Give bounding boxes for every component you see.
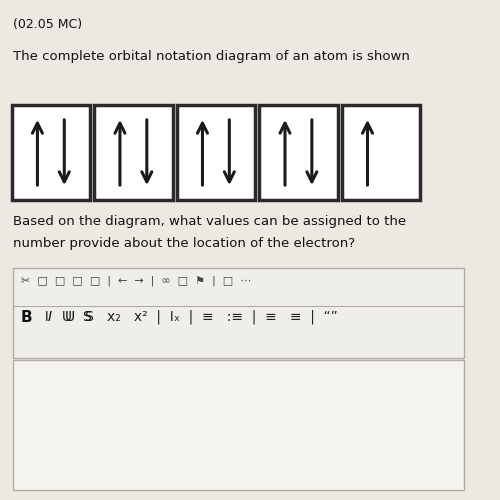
Bar [259, 105, 338, 200]
Text: Based on the diagram, what values can be assigned to the: Based on the diagram, what values can be… [14, 215, 406, 228]
Bar [14, 360, 464, 490]
Text: I: I [48, 310, 52, 324]
Bar [94, 105, 172, 200]
Bar [342, 105, 420, 200]
Text: The complete orbital notation diagram of an atom is shown: The complete orbital notation diagram of… [14, 50, 410, 63]
Text: (02.05 MC): (02.05 MC) [14, 18, 82, 31]
Text: S: S [82, 310, 92, 324]
Text: B: B [21, 310, 32, 325]
Text: ✂  □  □  □  □  |  ←  →  |  ∞  □  ⚑  |  □  ⋯: ✂ □ □ □ □ | ← → | ∞ □ ⚑ | □ ⋯ [21, 276, 252, 286]
Bar [14, 268, 464, 358]
Bar [176, 105, 255, 200]
Text: I   U   S   x₂   x²  |  Iₓ  |  ≡   :≡  |  ≡   ≡  |  “”: I U S x₂ x² | Iₓ | ≡ :≡ | ≡ ≡ | “” [36, 310, 338, 324]
Bar [12, 105, 90, 200]
Text: number provide about the location of the electron?: number provide about the location of the… [14, 237, 355, 250]
Text: U: U [64, 310, 74, 324]
